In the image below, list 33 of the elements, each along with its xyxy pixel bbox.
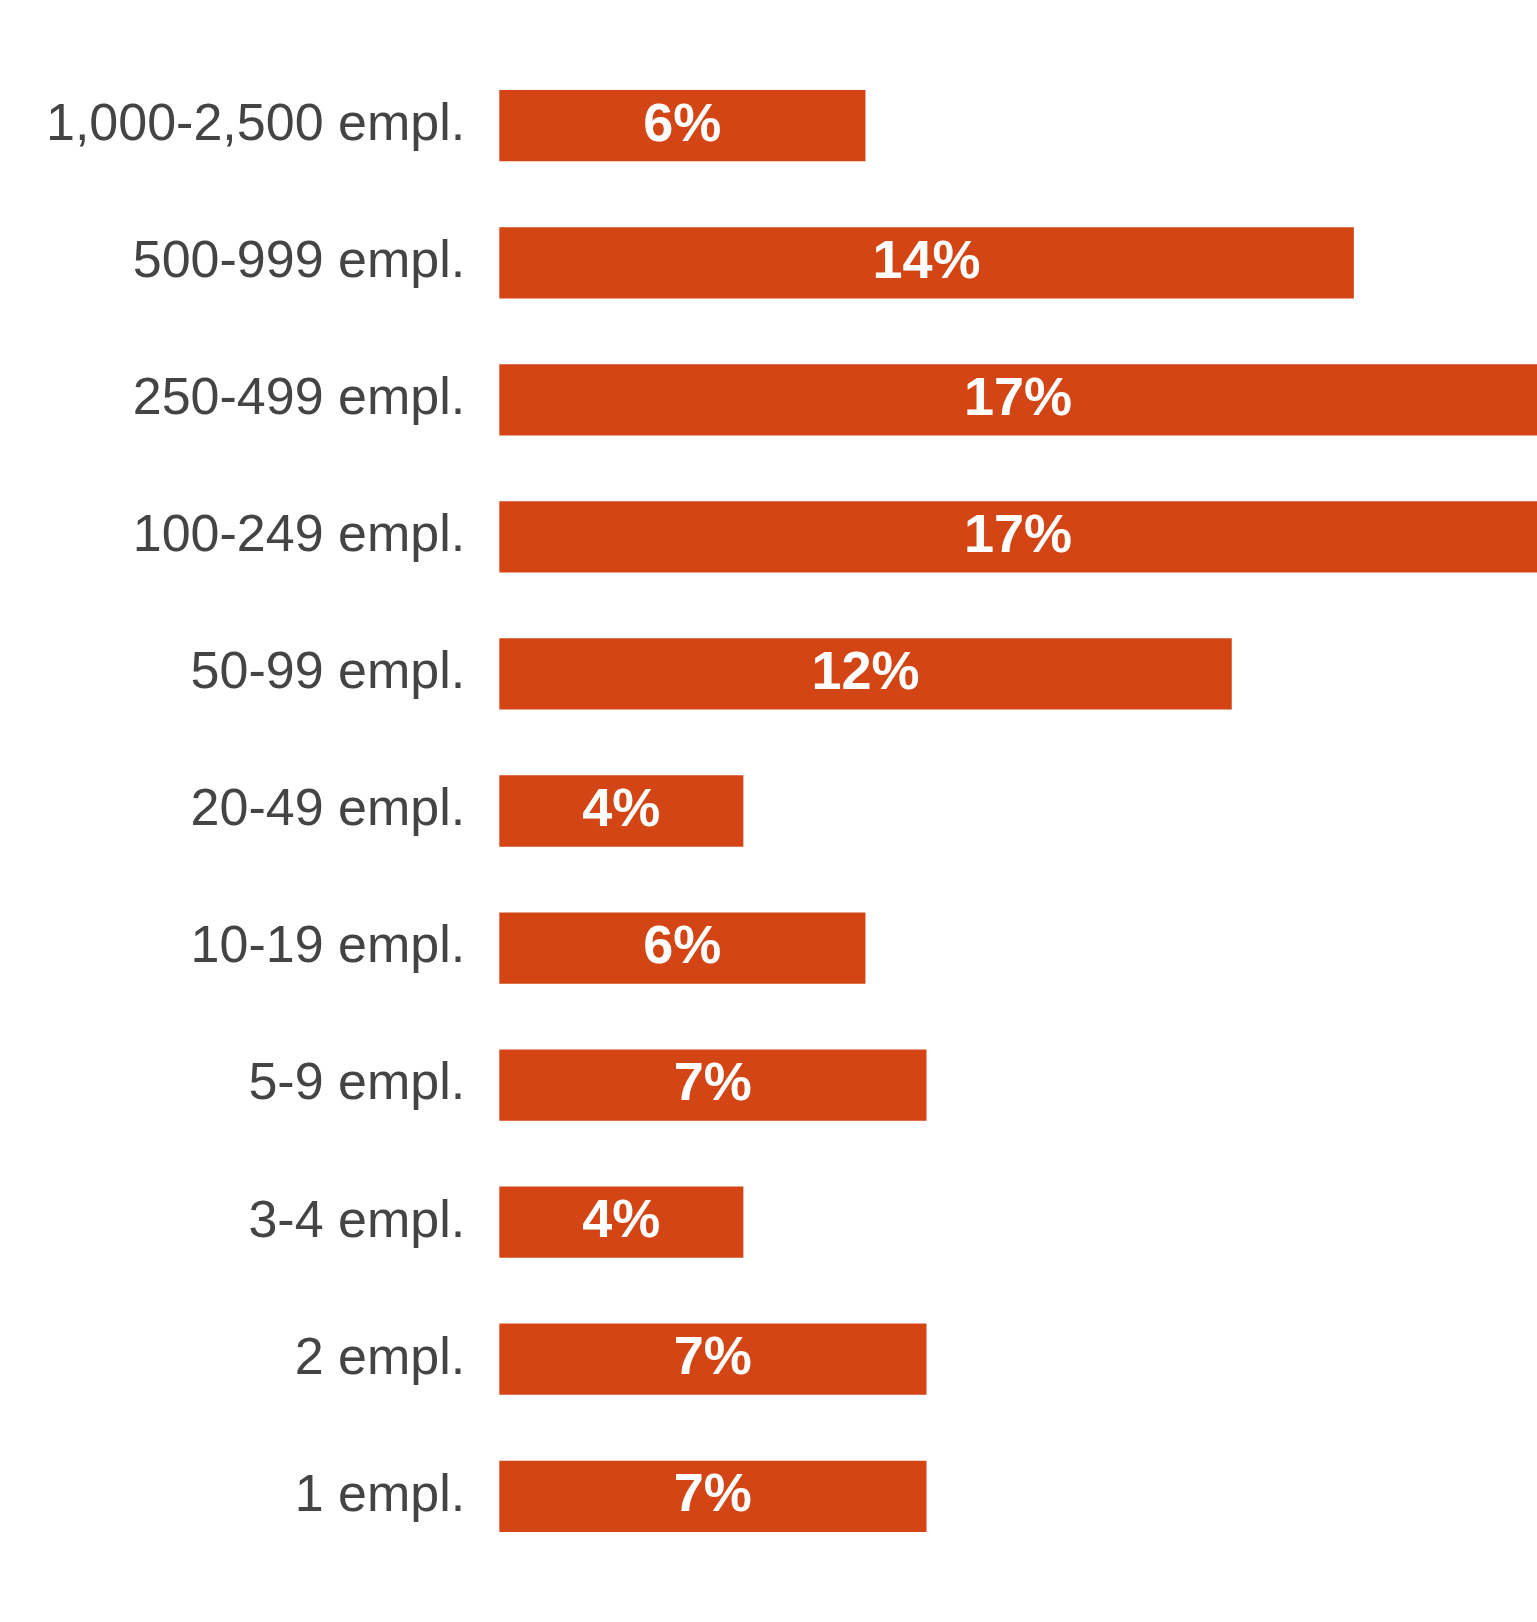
bar	[499, 912, 866, 984]
bar	[499, 1460, 927, 1532]
y-tick-label: 250-499 empl.	[132, 367, 466, 426]
y-tick-label: 5-9 empl.	[248, 1052, 466, 1111]
bar	[499, 1049, 927, 1121]
bar	[499, 1186, 744, 1258]
data-label: 12%	[811, 639, 920, 700]
data-label: 17%	[964, 502, 1073, 563]
data-label: 6%	[643, 913, 722, 974]
bar	[499, 1323, 927, 1395]
data-label: 6%	[643, 91, 722, 152]
bar	[499, 775, 744, 847]
data-label: 17%	[964, 365, 1073, 426]
bar	[499, 364, 1537, 436]
bar	[499, 90, 866, 162]
data-label: 7%	[673, 1462, 752, 1523]
data-label: 4%	[582, 776, 661, 837]
data-label: 7%	[673, 1051, 752, 1111]
y-tick-label: 50-99 empl.	[190, 641, 466, 700]
data-label: 4%	[582, 1188, 661, 1249]
y-tick-label: 100-249 empl.	[132, 504, 466, 563]
y-tick-label: 3-4 empl.	[248, 1189, 466, 1248]
bar	[499, 638, 1232, 710]
y-tick-label: 2 empl.	[294, 1326, 466, 1385]
y-tick-label: 20-49 empl.	[190, 778, 466, 837]
y-tick-label: 500-999 empl.	[132, 230, 466, 289]
data-label: 14%	[872, 228, 981, 289]
bar	[499, 227, 1354, 299]
y-tick-label: 10-19 empl.	[190, 915, 466, 974]
y-tick-label: 1,000-2,500 empl.	[45, 93, 466, 152]
data-label: 7%	[673, 1325, 752, 1386]
bar	[499, 501, 1537, 573]
y-tick-label: 1 empl.	[294, 1463, 466, 1522]
